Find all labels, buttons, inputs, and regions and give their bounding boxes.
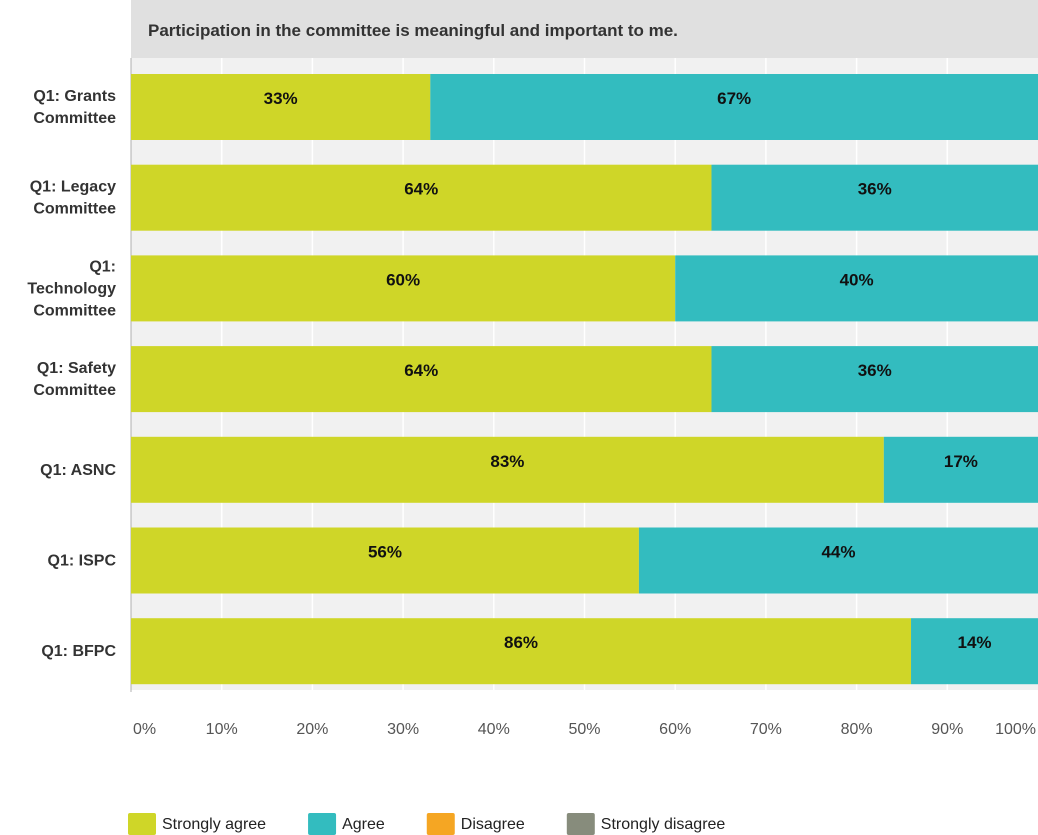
bar-value-label: 60% (386, 270, 420, 289)
x-axis-ticks: 0% 10% 20% 30% 40% 50% 60% 70% 80% 90% 100% (133, 721, 1036, 738)
bar-segment (638, 527, 1038, 594)
category-label: Q1: Legacy Committee (30, 179, 116, 218)
chart-title: Participation in the committee is meanin… (148, 21, 678, 40)
x-tick-label: 90% (931, 721, 963, 738)
x-tick-label: 0% (133, 721, 156, 738)
bar-value-label: 14% (957, 633, 991, 652)
legend-label: Disagree (461, 816, 525, 833)
title-band (131, 0, 1038, 58)
bar-value-label: 17% (944, 452, 978, 471)
legend-label: Strongly agree (162, 816, 266, 833)
bar-value-label: 64% (404, 180, 438, 199)
bars: 33% 67% 64% 36% 60% 40% 64% 36% 83% 17% 56% 44% 86% 1… (131, 74, 1038, 685)
bar-value-label: 56% (368, 543, 402, 562)
bar-segment (711, 346, 1038, 413)
bar-value-label: 44% (821, 543, 855, 562)
x-tick-label: 10% (206, 721, 238, 738)
x-tick-label: 70% (750, 721, 782, 738)
category-label: Q1: Safety Committee (33, 360, 116, 399)
x-tick-label: 50% (568, 721, 600, 738)
bar-value-label: 83% (490, 452, 524, 471)
bar-segment (131, 527, 639, 594)
bar-segment (675, 255, 1038, 322)
x-tick-label: 40% (478, 721, 510, 738)
legend-label: Strongly disagree (601, 816, 726, 833)
bar-value-label: 40% (840, 270, 874, 289)
bar-segment (131, 74, 431, 140)
legend-swatch (308, 813, 337, 835)
bar-value-label: 33% (264, 89, 298, 108)
bar-value-label: 64% (404, 361, 438, 380)
category-label: Q1: ASNC (40, 462, 116, 479)
bar-segment (883, 436, 1038, 503)
bar-segment (131, 436, 884, 503)
bar-value-label: 86% (504, 633, 538, 652)
bar-value-label: 67% (717, 89, 751, 108)
bar-value-label: 36% (858, 180, 892, 199)
bar-segment (131, 255, 676, 322)
x-tick-label: 80% (841, 721, 873, 738)
bar-segment (711, 164, 1038, 231)
category-label: Q1: ISPC (48, 553, 117, 570)
legend-swatch (566, 813, 595, 835)
bar-segment (131, 618, 912, 685)
legend-swatch (426, 813, 455, 835)
category-label: Q1: Technology Committee (27, 258, 116, 319)
bar-segment (430, 74, 1038, 140)
x-tick-label: 60% (659, 721, 691, 738)
category-label: Q1: BFPC (41, 643, 116, 660)
category-label: Q1: Grants Committee (33, 88, 116, 127)
x-tick-label: 20% (296, 721, 328, 738)
x-tick-label: 30% (387, 721, 419, 738)
legend-label: Agree (342, 816, 385, 833)
bar-segment (131, 164, 712, 231)
legend: Strongly agree Agree Disagree Strongly disa… (128, 813, 725, 835)
category-labels: Q1: Grants Committee Q1: Legacy Committee Q1… (27, 88, 116, 660)
bar-segment (911, 618, 1038, 685)
bar-value-label: 36% (858, 361, 892, 380)
legend-swatch (128, 813, 156, 835)
bar-segment (131, 346, 712, 413)
x-tick-label: 100% (995, 721, 1036, 738)
